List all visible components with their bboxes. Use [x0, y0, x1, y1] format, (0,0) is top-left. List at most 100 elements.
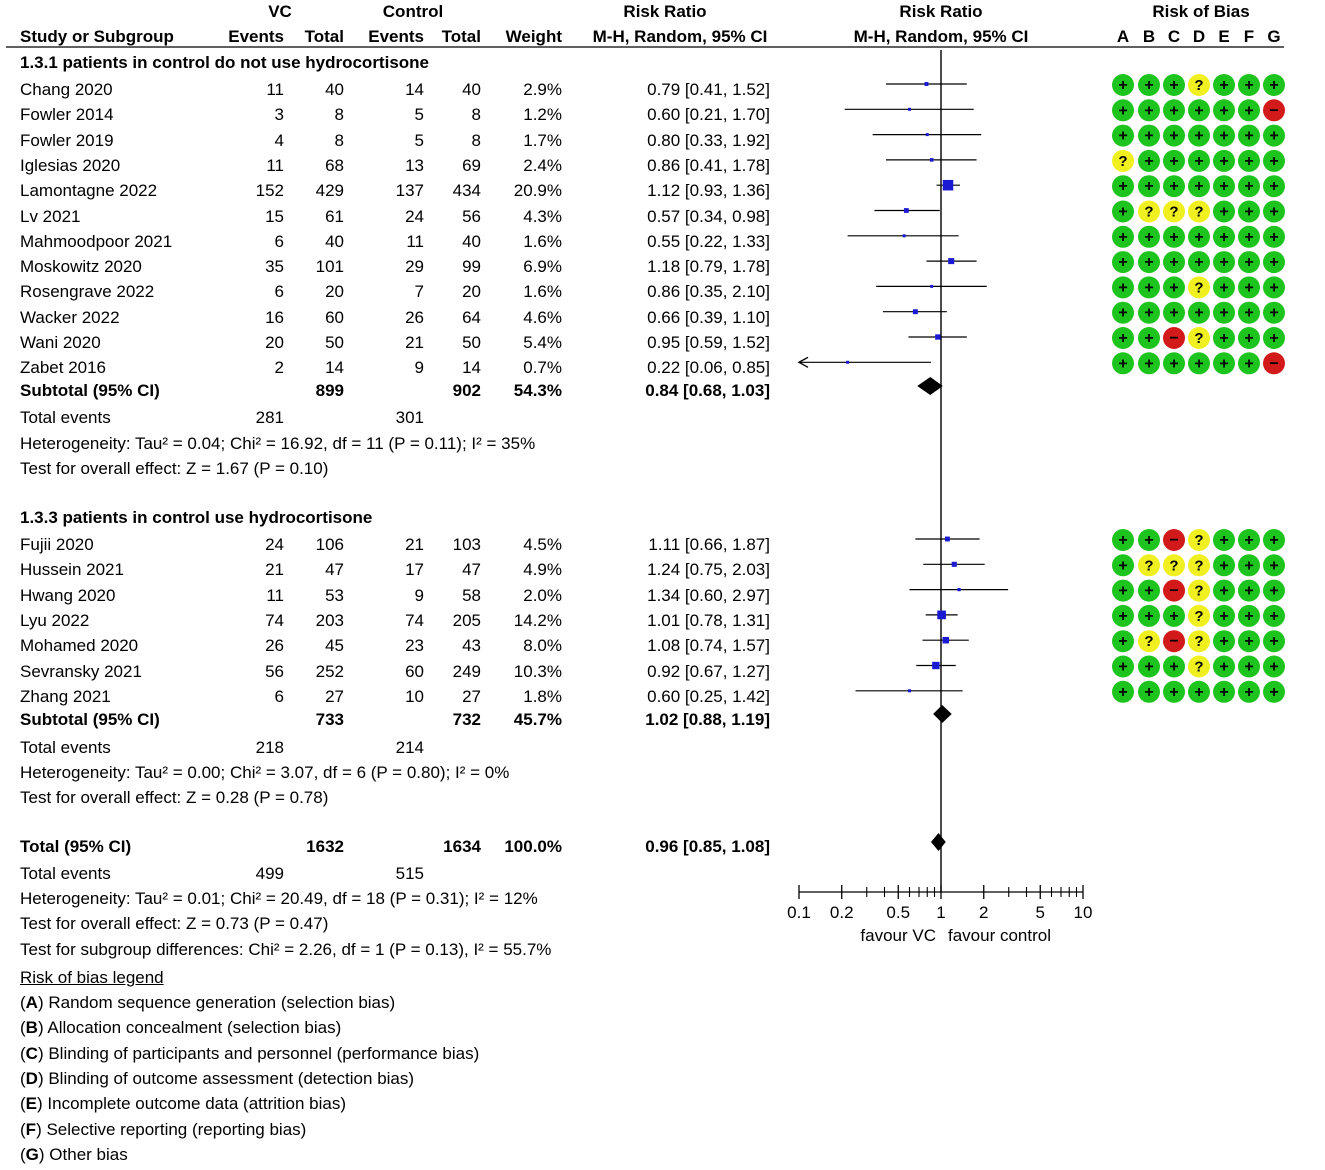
risk-of-bias-dot [1163, 352, 1185, 375]
overall-events-ctrl: 515 [395, 864, 424, 883]
risk-of-bias-dot [1188, 604, 1210, 627]
risk-of-bias-symbol: + [1118, 178, 1127, 195]
risk-of-bias-symbol: + [1118, 608, 1127, 625]
study-name: Fujii 2020 [20, 535, 94, 554]
risk-of-bias-symbol: + [1244, 254, 1253, 271]
ctrl-events: 137 [395, 181, 424, 201]
overall-weight: 100.0% [504, 837, 562, 856]
subgroup-title: 1.3.3 patients in control use hydrocorti… [20, 508, 373, 527]
risk-of-bias-symbol: + [1219, 305, 1228, 322]
ctrl-events: 74 [405, 610, 424, 630]
vc-events: 21 [265, 560, 284, 580]
study-name: Zabet 2016 [20, 358, 107, 378]
vc-total: 101 [315, 257, 344, 277]
risk-of-bias-symbol: + [1244, 128, 1253, 145]
risk-of-bias-symbol: + [1269, 305, 1278, 322]
risk-of-bias-dot [1213, 301, 1235, 324]
overall-ci: 0.96 [0.85, 1.08] [645, 837, 770, 856]
risk-of-bias-dot [1112, 680, 1134, 703]
risk-of-bias-dot [1138, 251, 1160, 274]
ctrl-total: 69 [462, 155, 481, 175]
risk-of-bias-dot [1112, 604, 1134, 627]
risk-of-bias-dot [1238, 149, 1260, 172]
risk-of-bias-dot [1163, 529, 1185, 551]
risk-of-bias-symbol: + [1118, 254, 1127, 271]
vc-total: 60 [325, 307, 344, 327]
risk-of-bias-dot [1238, 74, 1260, 96]
risk-of-bias-dot [1112, 554, 1134, 577]
bias-legend-item: (B) Allocation concealment (selection bi… [20, 1018, 342, 1038]
risk-of-bias-dot [1263, 251, 1285, 274]
bias-legend-letter: C [25, 1043, 38, 1063]
risk-of-bias-symbol: + [1219, 330, 1228, 347]
risk-of-bias-dot [1163, 276, 1185, 299]
vc-total: 53 [325, 585, 344, 605]
weight: 1.2% [523, 105, 562, 125]
risk-of-bias-symbol: + [1244, 608, 1253, 625]
risk-ratio-ci: 1.01 [0.78, 1.31] [647, 610, 770, 630]
risk-of-bias-dot [1163, 124, 1185, 147]
risk-of-bias-dot [1112, 251, 1134, 274]
vc-events: 2 [274, 358, 284, 378]
risk-of-bias-symbol: ? [1144, 633, 1153, 650]
risk-of-bias-symbol: ? [1194, 583, 1203, 600]
risk-of-bias-dot [1238, 352, 1260, 375]
risk-of-bias-symbol: + [1169, 178, 1178, 195]
risk-of-bias-dot [1138, 225, 1160, 248]
risk-of-bias-symbol: − [1169, 532, 1178, 549]
ctrl-total: 40 [462, 231, 481, 251]
x-axis-tick-label: 0.1 [787, 903, 811, 922]
risk-of-bias-symbol: + [1244, 684, 1253, 701]
vc-total: 20 [325, 282, 344, 302]
risk-of-bias-dot [1238, 124, 1260, 147]
bias-legend-letter: E [25, 1094, 38, 1114]
point-estimate-marker [935, 334, 941, 340]
risk-of-bias-symbol: + [1144, 355, 1153, 372]
subgroup-differences: Test for subgroup differences: Chi² = 2.… [20, 940, 552, 959]
risk-ratio-ci: 0.92 [0.67, 1.27] [647, 661, 770, 681]
risk-of-bias-symbol: + [1269, 254, 1278, 271]
ctrl-total: 8 [471, 130, 481, 150]
risk-ratio-ci: 1.11 [0.66, 1.87] [648, 535, 770, 554]
risk-of-bias-dot [1138, 175, 1160, 198]
risk-of-bias-symbol: + [1219, 557, 1228, 574]
header-risk-ratio-plot: Risk Ratio [899, 2, 983, 21]
weight: 6.9% [523, 257, 562, 277]
risk-of-bias-symbol: + [1169, 128, 1178, 145]
vc-events: 16 [265, 307, 284, 327]
risk-of-bias-dot [1263, 655, 1285, 678]
risk-of-bias-symbol: + [1169, 608, 1178, 625]
risk-ratio-ci: 1.08 [0.74, 1.57] [647, 636, 770, 656]
risk-of-bias-dot [1213, 99, 1235, 122]
risk-of-bias-symbol: + [1169, 659, 1178, 676]
header-vc-total: Total [304, 27, 344, 46]
overall-events-vc: 499 [255, 864, 284, 883]
ctrl-total: 205 [452, 610, 481, 630]
risk-of-bias-symbol: + [1244, 178, 1253, 195]
risk-of-bias-dot [1138, 554, 1160, 577]
risk-of-bias-symbol: + [1269, 204, 1278, 221]
risk-of-bias-dot [1188, 680, 1210, 703]
point-estimate-marker [957, 587, 961, 592]
risk-of-bias-symbol: + [1144, 128, 1153, 145]
vc-events: 6 [274, 282, 284, 302]
ctrl-events: 17 [405, 560, 424, 580]
point-estimate-marker [925, 133, 929, 137]
risk-of-bias-dot [1213, 175, 1235, 198]
ctrl-events: 5 [414, 105, 424, 125]
risk-of-bias-symbol: + [1194, 128, 1203, 145]
risk-of-bias-dot [1263, 276, 1285, 299]
risk-of-bias-dot [1213, 225, 1235, 248]
weight: 2.4% [523, 155, 562, 175]
risk-of-bias-dot [1238, 604, 1260, 627]
risk-of-bias-dot [1163, 225, 1185, 248]
ctrl-events: 23 [405, 636, 424, 656]
bias-legend-item: (F) Selective reporting (reporting bias) [20, 1119, 307, 1139]
risk-of-bias-dot [1238, 655, 1260, 678]
vc-total: 27 [325, 686, 344, 706]
risk-of-bias-dot [1188, 327, 1210, 349]
risk-of-bias-symbol: + [1169, 77, 1178, 94]
ctrl-total: 58 [462, 585, 481, 605]
point-estimate-marker [929, 158, 934, 162]
